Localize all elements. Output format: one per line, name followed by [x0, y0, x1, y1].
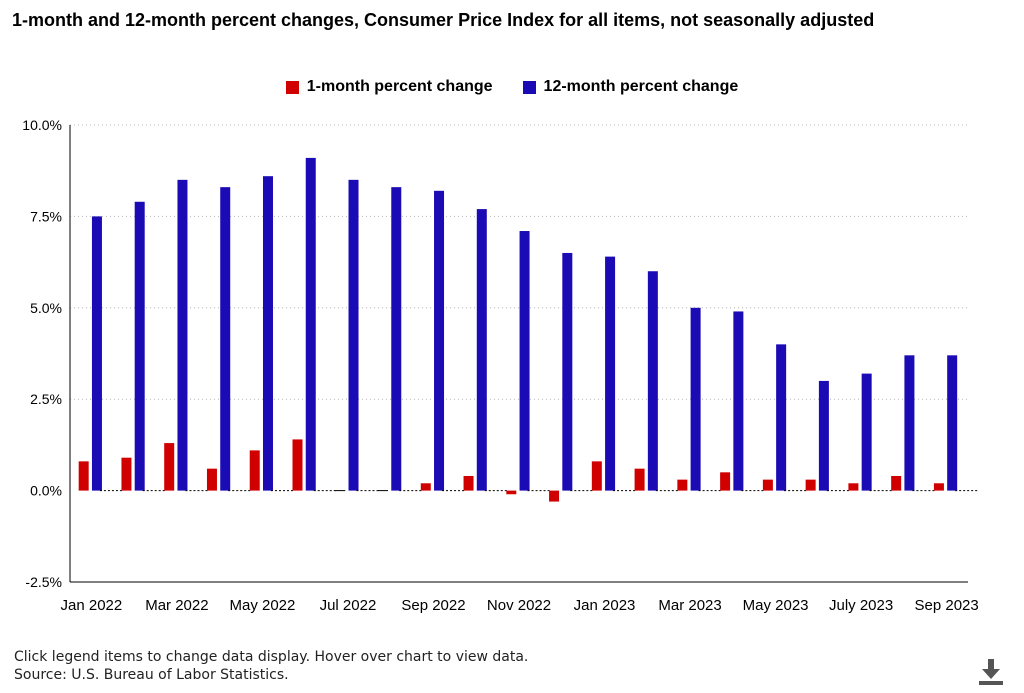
bar[interactable]: [891, 475, 902, 491]
y-tick-label: 2.5%: [30, 391, 62, 407]
legend-item-12-month[interactable]: 12-month percent change: [522, 78, 739, 96]
x-tick-label: May 2023: [743, 597, 809, 614]
bar[interactable]: [220, 187, 231, 491]
x-tick-label: Sep 2023: [915, 597, 979, 614]
y-tick-label: -2.5%: [25, 574, 62, 590]
x-tick-label: July 2023: [829, 597, 893, 614]
footer-source: Source: U.S. Bureau of Labor Statistics.: [14, 667, 289, 683]
download-icon-graphic: [979, 659, 1003, 685]
bar[interactable]: [506, 490, 517, 495]
bar[interactable]: [206, 468, 217, 491]
chart-footer: Click legend items to change data displa…: [14, 648, 528, 684]
bar[interactable]: [134, 201, 145, 491]
legend-label-1-month: 1-month percent change: [306, 78, 493, 95]
x-tick-label: Nov 2022: [487, 597, 551, 614]
legend-swatch-1-month: [285, 80, 299, 94]
bar[interactable]: [591, 461, 602, 491]
legend-item-1-month[interactable]: 1-month percent change: [285, 78, 493, 96]
bar[interactable]: [262, 176, 273, 491]
bar[interactable]: [476, 209, 487, 491]
bar[interactable]: [121, 457, 132, 491]
bar[interactable]: [91, 216, 102, 491]
x-tick-label: Mar 2023: [658, 597, 721, 614]
bar[interactable]: [177, 179, 188, 491]
footer-instructions: Click legend items to change data displa…: [14, 649, 529, 665]
bar[interactable]: [305, 157, 316, 491]
bar[interactable]: [818, 380, 829, 491]
bar[interactable]: [947, 355, 958, 491]
bar[interactable]: [933, 483, 944, 491]
bar[interactable]: [519, 231, 530, 491]
bar[interactable]: [78, 461, 89, 491]
x-tick-label: Jan 2022: [61, 597, 123, 614]
y-tick-label: 10.0%: [22, 117, 62, 133]
bar[interactable]: [848, 483, 859, 491]
bar[interactable]: [634, 468, 645, 491]
chart-title: 1-month and 12-month percent changes, Co…: [12, 10, 875, 30]
legend-swatch-12-month: [522, 80, 536, 94]
bar-chart[interactable]: 10.0% 7.5% 5.0% 2.5% 0.0% -2.5% Jan 2022 Mar 20…: [0, 0, 1024, 640]
bar[interactable]: [720, 472, 731, 491]
bar[interactable]: [605, 256, 616, 491]
bar[interactable]: [776, 344, 787, 491]
bar[interactable]: [420, 483, 431, 491]
x-tick-label: Jul 2022: [320, 597, 377, 614]
bar[interactable]: [292, 439, 303, 491]
y-tick-label: 5.0%: [30, 300, 62, 316]
y-tick-label: 7.5%: [30, 208, 62, 224]
y-tick-label: 0.0%: [30, 483, 62, 499]
bar[interactable]: [861, 373, 872, 491]
bar[interactable]: [463, 475, 474, 491]
bar[interactable]: [348, 179, 359, 491]
x-tick-label: Sep 2022: [401, 597, 465, 614]
x-tick-label: May 2022: [229, 597, 295, 614]
x-tick-label: Mar 2022: [145, 597, 208, 614]
bar[interactable]: [249, 450, 260, 491]
bar[interactable]: [762, 479, 773, 491]
bar[interactable]: [904, 355, 915, 491]
bar[interactable]: [690, 307, 701, 491]
bar[interactable]: [805, 479, 816, 491]
download-icon[interactable]: [975, 656, 1007, 688]
bar[interactable]: [549, 490, 560, 502]
legend-label-12-month: 12-month percent change: [543, 78, 739, 95]
bar[interactable]: [164, 443, 175, 491]
legend: 1-month percent change 12-month percent …: [0, 78, 1024, 96]
bar[interactable]: [434, 190, 445, 491]
bar[interactable]: [733, 311, 744, 491]
x-tick-label: Jan 2023: [574, 597, 636, 614]
bar[interactable]: [647, 271, 658, 491]
bar[interactable]: [391, 187, 402, 491]
bar[interactable]: [677, 479, 688, 491]
bar[interactable]: [562, 252, 573, 491]
